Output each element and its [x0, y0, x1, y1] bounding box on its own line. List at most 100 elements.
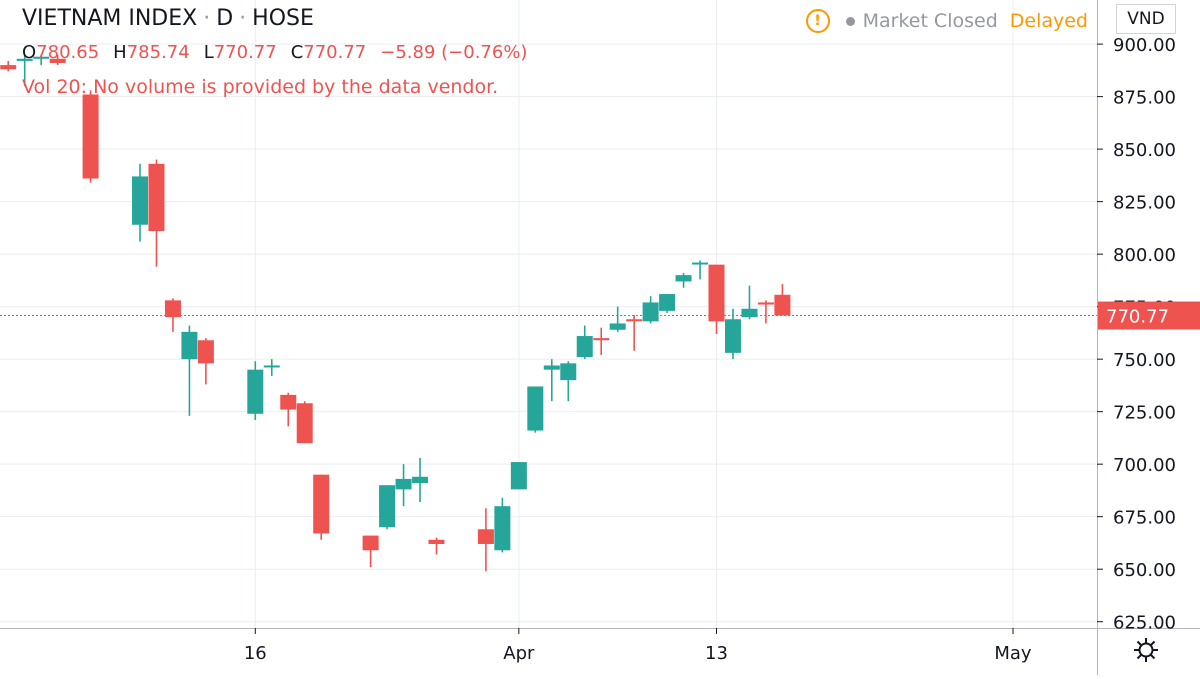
candle-body: [576, 336, 593, 358]
candle-body: [181, 331, 198, 360]
candle[interactable]: [412, 457, 429, 502]
candle-body: [379, 485, 396, 528]
candle[interactable]: [247, 361, 264, 421]
candle[interactable]: [263, 359, 280, 376]
candle-body: [280, 394, 297, 410]
candle-body: [197, 340, 214, 364]
currency-badge[interactable]: VND: [1116, 4, 1176, 34]
y-tick-label: 725.00: [1113, 403, 1176, 424]
candle[interactable]: [724, 308, 741, 360]
candle[interactable]: [49, 54, 66, 66]
candle-body: [296, 403, 313, 444]
candle[interactable]: [609, 306, 626, 332]
candle-body: [33, 56, 50, 59]
header-separator-1: ·: [203, 6, 211, 31]
candle[interactable]: [313, 474, 330, 540]
y-tick-label: 750.00: [1113, 350, 1176, 371]
candle-body: [757, 302, 774, 305]
exchange-label: HOSE: [252, 6, 314, 31]
candle-body: [0, 65, 17, 70]
candle[interactable]: [510, 462, 527, 490]
candle-body: [395, 478, 412, 490]
y-tick-label: 900.00: [1113, 35, 1176, 56]
candle-body: [362, 535, 379, 551]
y-tick-label: 850.00: [1113, 140, 1176, 161]
candle[interactable]: [708, 264, 725, 334]
candle[interactable]: [16, 54, 33, 87]
candle[interactable]: [148, 159, 165, 267]
last-price-label: 770.77: [1106, 307, 1169, 328]
candle[interactable]: [527, 386, 544, 433]
low-readout: L770.77: [203, 42, 277, 63]
candle[interactable]: [362, 535, 379, 568]
candle-body: [510, 462, 527, 490]
x-tick-label: 13: [705, 643, 728, 664]
candle[interactable]: [692, 260, 709, 280]
y-tick-label: 625.00: [1113, 613, 1176, 634]
header-separator-2: ·: [239, 6, 247, 31]
candle-body: [724, 319, 741, 353]
candle-body: [543, 365, 560, 370]
candle-body: [164, 300, 181, 318]
candle[interactable]: [379, 485, 396, 530]
candle[interactable]: [741, 285, 758, 320]
candle-body: [82, 94, 99, 179]
candle[interactable]: [181, 325, 198, 416]
candle-body: [148, 163, 165, 232]
candle[interactable]: [560, 361, 577, 402]
candle[interactable]: [593, 327, 610, 355]
candle[interactable]: [774, 284, 791, 316]
y-tick-label: 825.00: [1113, 193, 1176, 214]
candle[interactable]: [494, 497, 511, 553]
candle-body: [593, 338, 610, 341]
candle[interactable]: [395, 464, 412, 507]
candle-body: [477, 529, 494, 544]
gear-icon[interactable]: [1132, 636, 1160, 664]
candle-body: [263, 365, 280, 368]
candle[interactable]: [576, 325, 593, 360]
candle-body: [708, 264, 725, 322]
candle[interactable]: [132, 163, 149, 242]
candle-body: [412, 476, 429, 484]
candle-body: [675, 275, 692, 282]
candle[interactable]: [82, 90, 99, 183]
candle[interactable]: [757, 300, 774, 324]
warning-icon[interactable]: !: [805, 9, 830, 33]
candle-body: [132, 176, 149, 225]
candle-body: [626, 319, 643, 322]
candle[interactable]: [675, 273, 692, 288]
y-tick-label: 650.00: [1113, 560, 1176, 581]
candle-body: [247, 369, 264, 414]
y-tick-label: 675.00: [1113, 508, 1176, 529]
candle[interactable]: [197, 338, 214, 385]
candle-body: [313, 474, 330, 534]
status-dot-icon: [845, 16, 855, 26]
candle-body: [560, 363, 577, 381]
delayed-label[interactable]: Delayed: [1009, 10, 1088, 32]
candle[interactable]: [543, 359, 560, 402]
candle[interactable]: [280, 392, 297, 427]
close-readout: C770.77: [290, 42, 367, 63]
candle[interactable]: [428, 537, 445, 555]
change-readout: −5.89 (−0.76%): [380, 42, 528, 63]
symbol-header[interactable]: VIETNAM INDEX · D · HOSE: [22, 6, 314, 31]
candle[interactable]: [626, 315, 643, 351]
candle-body: [692, 262, 709, 265]
y-tick-label: 700.00: [1113, 455, 1176, 476]
candle[interactable]: [33, 54, 50, 66]
candle[interactable]: [296, 401, 313, 444]
candle[interactable]: [0, 60, 17, 72]
candle-body: [527, 386, 544, 431]
candle-body: [609, 323, 626, 330]
x-tick-label: Apr: [503, 643, 535, 664]
y-tick-label: 875.00: [1113, 88, 1176, 109]
interval-label: D: [216, 6, 234, 31]
candle[interactable]: [659, 294, 676, 313]
candle-body: [49, 58, 66, 64]
symbol-name: VIETNAM INDEX: [22, 6, 198, 31]
candle[interactable]: [477, 508, 494, 572]
candle[interactable]: [642, 296, 659, 324]
open-readout: O780.65: [22, 42, 100, 63]
